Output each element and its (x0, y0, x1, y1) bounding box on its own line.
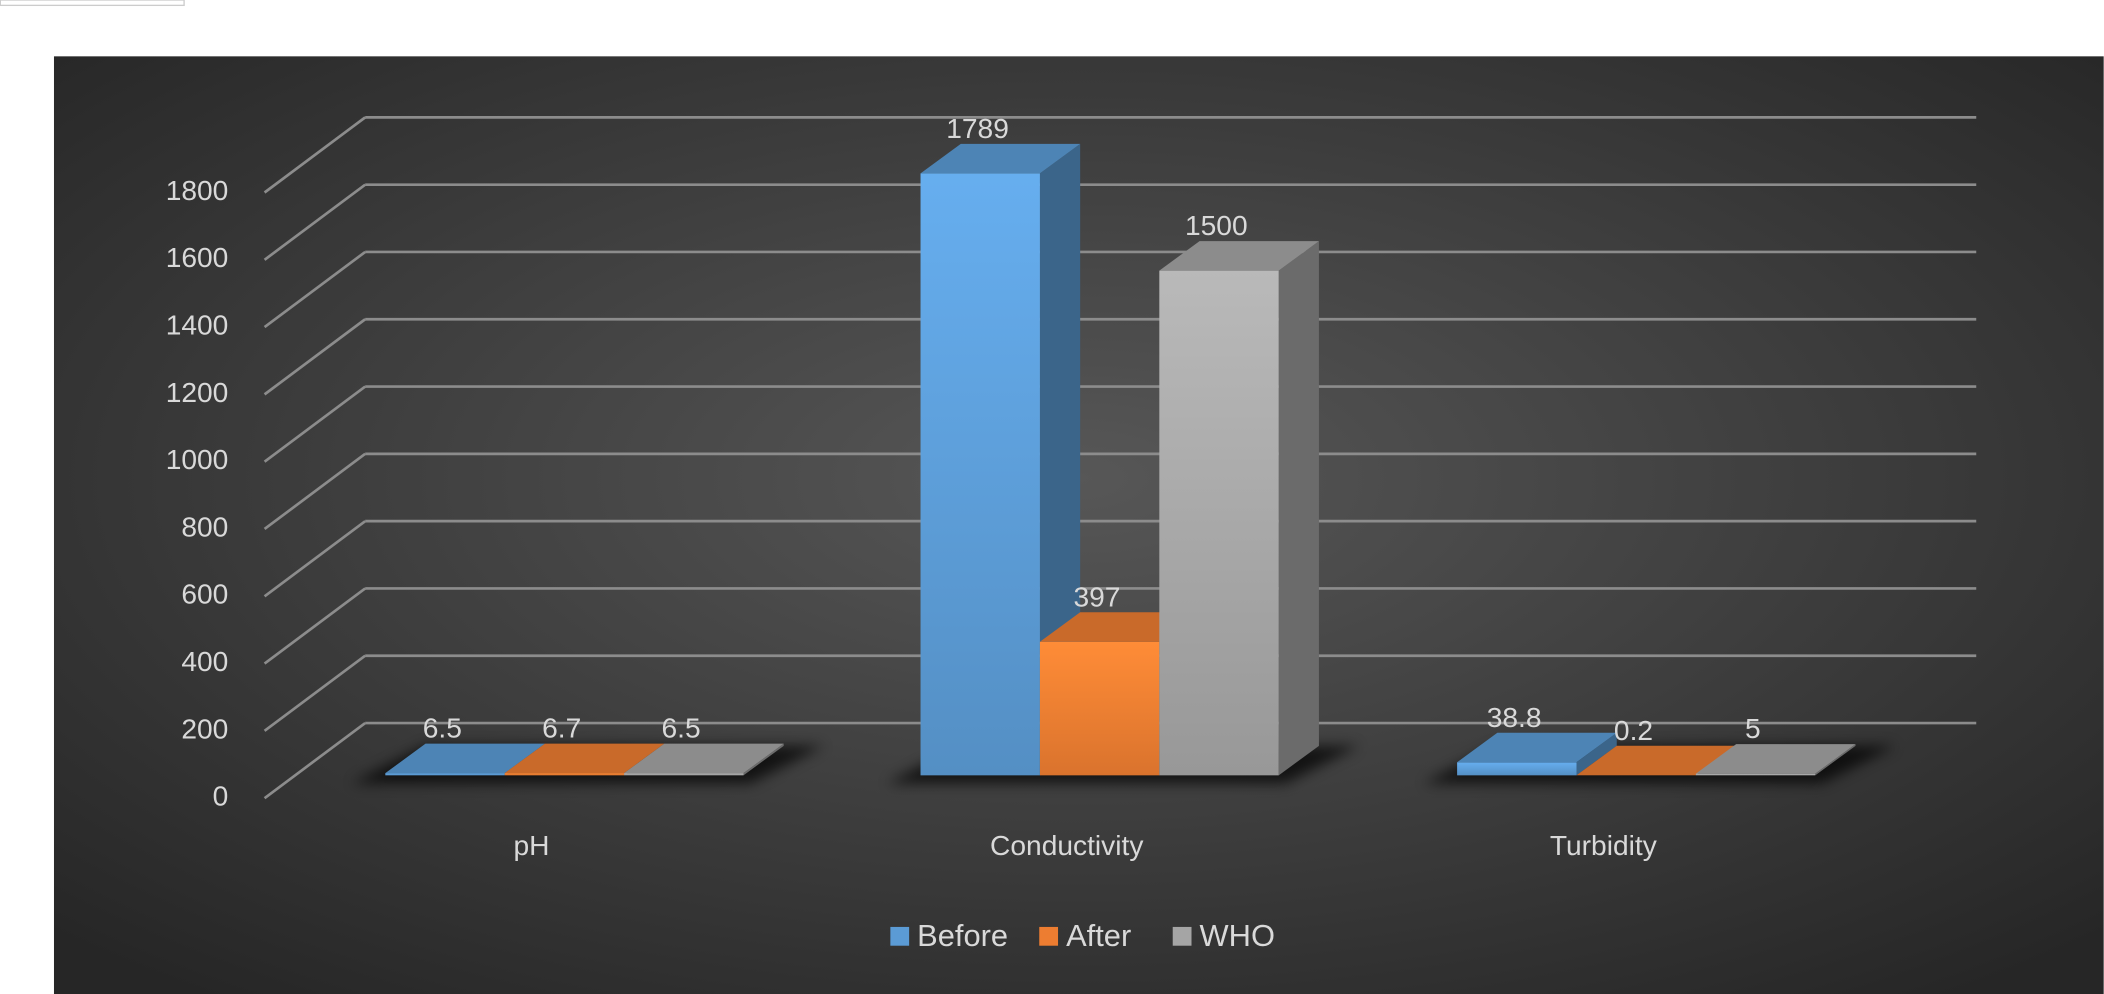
bar-top (624, 743, 784, 774)
bar-top (920, 143, 1081, 174)
toolbar-box (0, 0, 185, 7)
grid-line (263, 654, 366, 732)
bar-top (1159, 241, 1319, 271)
bar-side (1039, 143, 1081, 776)
grid-line (263, 721, 366, 800)
bar-front (504, 773, 625, 776)
grid-line (263, 116, 366, 194)
data-label: 1789 (946, 112, 1009, 144)
data-label: 0.2 (1614, 714, 1653, 746)
bar-side (1815, 744, 1856, 776)
bar-top (1457, 732, 1617, 763)
y-tick-label: 200 (181, 712, 228, 744)
legend-swatch (1172, 926, 1192, 946)
y-tick-label: 1400 (166, 309, 229, 341)
y-tick-label: 400 (181, 645, 228, 677)
bar-front (1159, 270, 1279, 776)
data-label: 38.8 (1487, 701, 1542, 733)
y-tick-label: 1200 (166, 376, 229, 408)
data-label: 6.7 (542, 712, 581, 744)
data-label: 6.5 (662, 712, 701, 744)
grid-line (263, 452, 366, 531)
bar (920, 143, 1081, 776)
bar-side (1576, 732, 1617, 776)
data-label: 6.5 (423, 712, 462, 744)
y-tick-label: 0 (213, 780, 229, 812)
y-tick-label: 600 (181, 578, 228, 610)
bar-top (1695, 744, 1856, 774)
y-tick-label: 1000 (166, 443, 229, 475)
bar-front (1695, 773, 1816, 776)
legend-swatch (890, 926, 910, 946)
bar-front (624, 773, 744, 776)
bar (1159, 241, 1319, 776)
bar-front (920, 173, 1040, 776)
bar (1695, 744, 1856, 776)
data-label: 5 (1745, 712, 1761, 744)
bar-front (1039, 641, 1160, 776)
legend-label: After (1066, 918, 1131, 953)
x-tick-label: pH (514, 829, 550, 861)
grid-line (263, 520, 366, 598)
bar-side (1278, 241, 1319, 776)
grid-line (263, 385, 366, 463)
grid-line (263, 250, 366, 329)
bar-side (743, 743, 784, 776)
legend-swatch (1039, 926, 1059, 946)
bar-front (385, 773, 505, 776)
grid-line (263, 318, 366, 396)
legend-label: WHO (1200, 918, 1275, 953)
grid-line (263, 183, 366, 261)
bar-front (1457, 762, 1577, 776)
bar-top (504, 743, 665, 774)
x-tick-label: Conductivity (990, 829, 1144, 861)
y-tick-label: 800 (181, 510, 228, 542)
bar-top (1576, 745, 1737, 776)
legend-label: Before (917, 918, 1008, 953)
data-label: 1500 (1185, 209, 1248, 241)
data-label: 397 (1073, 580, 1120, 612)
y-tick-label: 1800 (166, 174, 229, 206)
bar (1457, 732, 1617, 776)
grid-line (263, 587, 366, 665)
x-tick-label: Turbidity (1550, 829, 1658, 861)
bar-top (385, 743, 545, 774)
y-tick-label: 1600 (166, 241, 229, 273)
bar (624, 743, 784, 776)
